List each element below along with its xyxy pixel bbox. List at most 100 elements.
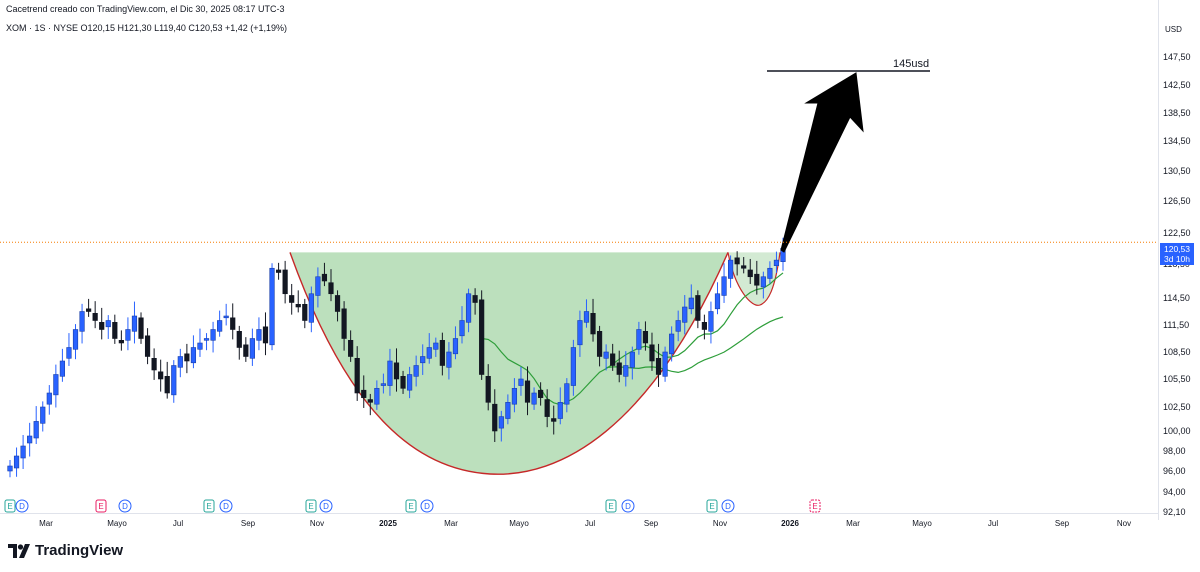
candle	[86, 298, 92, 317]
candle	[538, 382, 544, 406]
candle-body	[524, 380, 531, 403]
candle	[348, 330, 354, 362]
candle-body	[695, 295, 701, 321]
candle-body	[747, 269, 753, 278]
candle	[380, 373, 386, 394]
time-axis[interactable]	[0, 513, 1158, 532]
event-letter: E	[408, 502, 413, 511]
event-letter: D	[323, 502, 329, 511]
candle	[675, 310, 681, 342]
candle	[551, 405, 557, 435]
tradingview-logo[interactable]: TradingView	[8, 542, 123, 559]
candle	[708, 301, 714, 344]
candle-body	[446, 351, 452, 368]
candle-body	[223, 315, 229, 319]
candle	[92, 301, 98, 329]
candle-body	[498, 416, 504, 429]
event-letter: D	[725, 502, 731, 511]
candle-body	[655, 357, 662, 375]
candle	[354, 346, 360, 401]
candle	[629, 346, 635, 380]
candle-body	[118, 339, 124, 344]
symbol-info-line[interactable]: XOM · 1S · NYSE O120,15 H121,30 L119,40 …	[6, 23, 288, 33]
candle-body	[171, 365, 177, 396]
dividend-badge	[319, 499, 333, 513]
price-tick: 96,00	[1163, 466, 1186, 476]
ma-long-line	[606, 316, 784, 374]
candle-body	[217, 320, 223, 332]
candle	[177, 348, 183, 378]
price-axis[interactable]	[1158, 0, 1200, 520]
candle-body	[557, 402, 563, 419]
candle-body	[374, 388, 380, 405]
price-tick: 126,50	[1163, 196, 1191, 206]
candle-body	[629, 351, 635, 368]
candle-body	[282, 269, 288, 295]
candle	[72, 324, 79, 360]
candle-body	[564, 383, 570, 405]
candle-body	[99, 321, 105, 330]
price-tick: 100,00	[1163, 426, 1191, 436]
candle	[465, 288, 472, 333]
candle-body	[538, 389, 544, 398]
candle	[577, 310, 583, 357]
candle-body	[7, 465, 13, 472]
candle	[249, 328, 255, 366]
candle-body	[40, 406, 46, 424]
dividend-badge	[15, 499, 29, 513]
candle	[289, 283, 295, 315]
candle	[210, 321, 216, 353]
time-tick: Mayo	[912, 519, 932, 528]
candle	[138, 312, 144, 344]
candle	[433, 337, 439, 357]
candle	[636, 321, 642, 355]
candle	[695, 290, 701, 329]
candle	[295, 290, 301, 313]
candle-body	[236, 330, 242, 348]
candle	[230, 303, 236, 340]
candle	[642, 321, 649, 351]
candle	[760, 271, 766, 299]
candle-body	[426, 347, 432, 359]
candle-body	[531, 392, 537, 405]
candle	[714, 282, 721, 315]
candle	[27, 422, 33, 457]
candle	[727, 255, 734, 288]
candle	[583, 299, 590, 328]
earnings-marker: E	[203, 499, 215, 513]
time-tick: Mar	[39, 519, 53, 528]
candle-body	[511, 388, 518, 405]
candle	[570, 339, 576, 396]
candle	[20, 435, 26, 469]
candle-body	[727, 259, 734, 279]
candle-body	[203, 338, 210, 341]
candle	[590, 298, 596, 342]
dividend-marker: D	[420, 499, 434, 513]
candle-body	[197, 342, 203, 350]
time-tick: Mayo	[509, 519, 529, 528]
candle	[158, 359, 164, 392]
earnings-marker: E	[305, 499, 317, 513]
candle-body	[518, 378, 524, 386]
candle	[623, 351, 629, 387]
candle-body	[131, 315, 138, 332]
earnings-marker: E	[809, 499, 821, 513]
candle-body	[243, 344, 249, 357]
candle	[321, 262, 328, 287]
last-price: 120,53	[1164, 244, 1190, 254]
cup-outline	[289, 252, 729, 475]
candle	[341, 301, 347, 351]
candles	[7, 237, 786, 478]
candle	[367, 393, 373, 416]
candle-body	[13, 455, 20, 469]
candle	[616, 350, 622, 383]
chart-credit: Cacetrend creado con TradingView.com, el…	[6, 4, 285, 14]
price-tick: 114,50	[1163, 293, 1190, 303]
dividend-marker: D	[319, 499, 333, 513]
candle	[125, 317, 131, 351]
candle	[118, 330, 124, 351]
candle	[33, 406, 39, 444]
time-tick: Sep	[240, 519, 256, 528]
